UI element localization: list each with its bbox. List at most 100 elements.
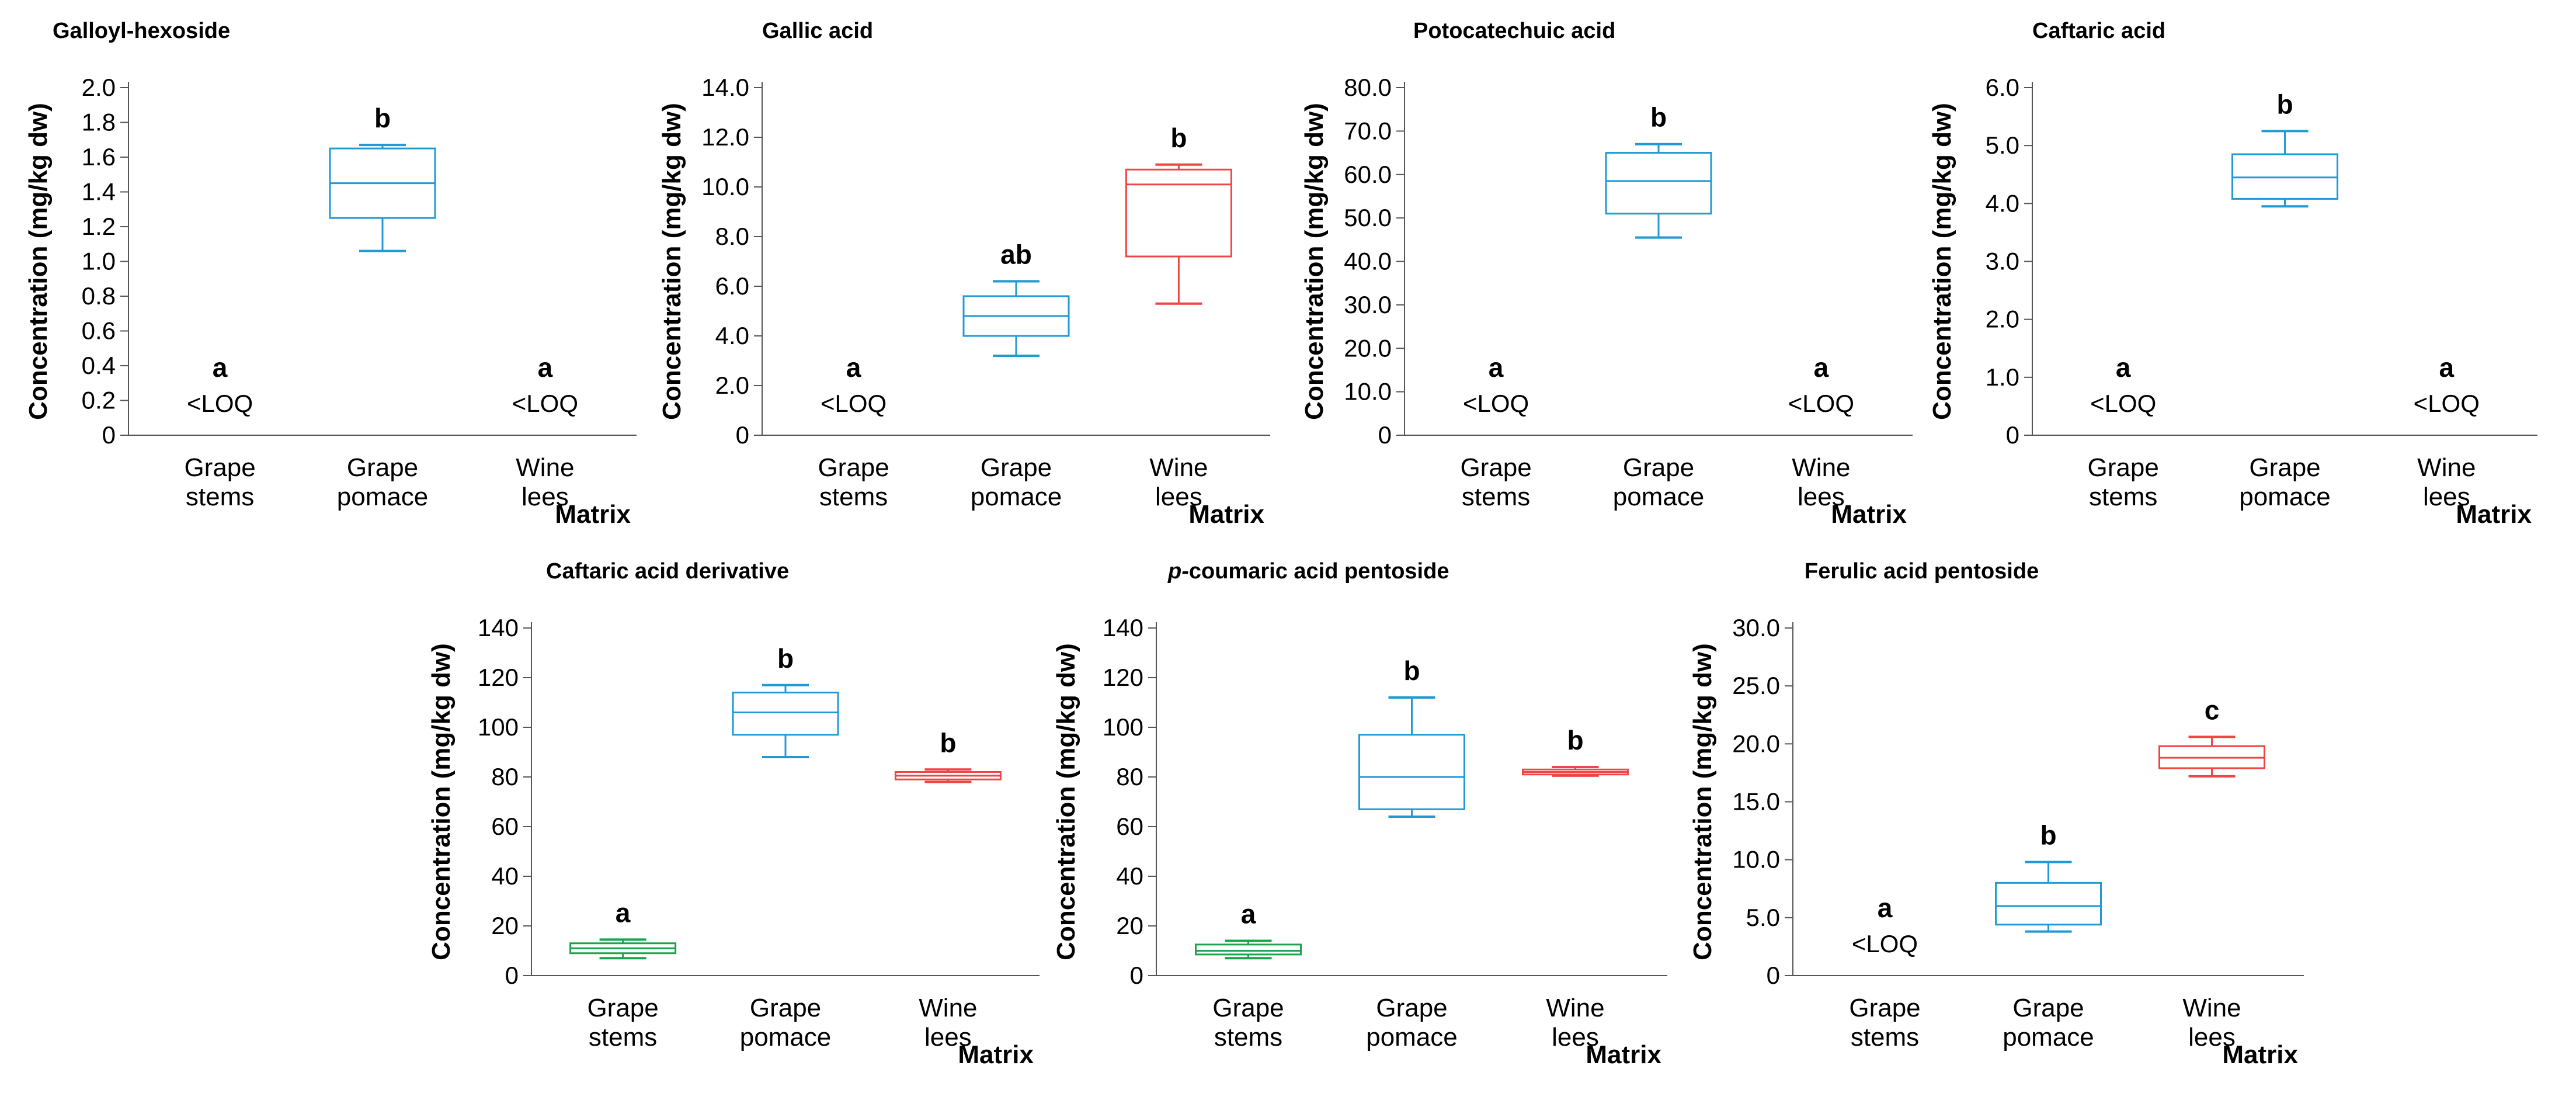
- chart-title: Gallic acid: [762, 19, 873, 43]
- x-category-label-line2: stems: [589, 1023, 657, 1052]
- x-category-label-line2: stems: [186, 483, 254, 511]
- y-axis-title: Concentration (mg/kg dw): [658, 103, 686, 420]
- y-tick-label: 5.0: [1746, 904, 1780, 931]
- y-tick-label: 15.0: [1732, 788, 1780, 816]
- y-tick-label: 80: [1116, 763, 1143, 790]
- y-tick-label: 3.0: [1986, 248, 2019, 275]
- x-category-label-line2: pomace: [740, 1023, 832, 1052]
- y-tick-label: 80.0: [1344, 74, 1392, 101]
- y-tick-label: 2.0: [82, 74, 116, 101]
- significance-letter: b: [777, 643, 794, 674]
- x-category-label-line2: pomace: [971, 483, 1062, 511]
- chart-panel-1: Galloyl-hexoside 0 0.2 0.4 0.6 0.8 1.0 1.2 1.4 1.…: [24, 19, 637, 529]
- chart-title-text: coumaric acid pentoside: [1189, 559, 1449, 584]
- y-tick-label: 0.2: [82, 387, 116, 414]
- chart-title-prefix: p-: [1167, 559, 1189, 584]
- x-category-label-line1: Grape: [1376, 994, 1447, 1022]
- significance-letter: b: [1650, 102, 1667, 133]
- x-category-label-line2: stems: [1462, 483, 1530, 511]
- y-tick-label: 0: [736, 421, 749, 449]
- significance-letter: a: [1814, 352, 1829, 383]
- y-tick-label: 20.0: [1732, 730, 1780, 757]
- y-tick-label: 12.0: [701, 123, 749, 151]
- chart-title-text: Gallic acid: [762, 19, 873, 43]
- significance-letter: a: [616, 897, 631, 928]
- y-tick-label: 10.0: [1344, 378, 1392, 405]
- y-tick-label: 60: [1116, 813, 1143, 840]
- y-tick-label: 1.6: [82, 143, 116, 171]
- x-category-label-line1: Grape: [587, 994, 658, 1022]
- x-category-label-line2: lees: [2423, 483, 2470, 511]
- x-category-label-line1: Wine: [2182, 994, 2241, 1022]
- significance-letter: b: [2276, 89, 2293, 119]
- y-tick-label: 40: [491, 862, 519, 890]
- significance-letter: a: [1878, 893, 1893, 923]
- chart-panel-4: Caftaric acid 0 1.0 2.0 3.0 4.0 5.0 6.0 Concentr…: [1928, 19, 2537, 529]
- x-category-label-line1: Grape: [347, 453, 418, 482]
- box-iqr: [1605, 152, 1712, 215]
- x-category-label-line2: lees: [522, 483, 569, 511]
- y-tick-label: 40.0: [1344, 248, 1392, 275]
- x-axis-title: Matrix: [2222, 1040, 2298, 1069]
- chart-title: Caftaric acid derivative: [546, 559, 789, 584]
- y-tick-label: 20.0: [1344, 334, 1392, 362]
- chart-title-text: Caftaric acid derivative: [546, 559, 789, 584]
- loq-label: <LOQ: [2414, 390, 2480, 417]
- x-axis-title: Matrix: [555, 500, 631, 529]
- significance-letter: a: [538, 352, 553, 383]
- y-tick-label: 1.2: [82, 213, 116, 240]
- x-category-label-line1: Grape: [1623, 453, 1694, 482]
- significance-letter: b: [2040, 820, 2056, 851]
- y-tick-label: 0: [1378, 421, 1392, 449]
- loq-label: <LOQ: [2090, 390, 2156, 417]
- y-tick-label: 20: [491, 912, 519, 939]
- y-tick-label: 14.0: [701, 74, 749, 101]
- y-tick-label: 80: [491, 763, 519, 790]
- x-category-label-line2: stems: [819, 483, 888, 511]
- y-axis-title: Concentration (mg/kg dw): [1688, 643, 1717, 960]
- y-tick-label: 0.8: [82, 282, 116, 310]
- y-axis-title: Concentration (mg/kg dw): [1300, 103, 1329, 420]
- significance-letter: b: [1170, 123, 1187, 153]
- chart-title-text: Caftaric acid: [2032, 19, 2165, 43]
- y-tick-label: 6.0: [1986, 74, 2019, 101]
- x-category-label-line2: lees: [924, 1023, 972, 1052]
- y-axis-title: Concentration (mg/kg dw): [1052, 643, 1080, 960]
- x-category-label-line2: lees: [1798, 483, 1845, 511]
- chart-title-text: Potocatechuic acid: [1413, 19, 1615, 43]
- y-tick-label: 120: [1103, 664, 1143, 691]
- x-axis-title: Matrix: [2456, 500, 2532, 529]
- x-category-label-line1: Wine: [1546, 994, 1604, 1022]
- y-tick-label: 60: [491, 813, 519, 840]
- loq-label: <LOQ: [187, 390, 253, 417]
- x-category-label-line1: Wine: [1149, 453, 1208, 482]
- y-tick-label: 5.0: [1986, 131, 2019, 159]
- loq-label: <LOQ: [1463, 390, 1529, 417]
- y-tick-label: 100: [478, 713, 519, 741]
- y-tick-label: 4.0: [1986, 189, 2019, 217]
- y-tick-label: 40: [1116, 862, 1143, 890]
- y-tick-label: 0: [505, 962, 519, 989]
- chart-panel-7: Ferulic acid pentoside 0 5.0 10.0 15.0 20.0 25…: [1688, 559, 2304, 1069]
- x-category-label-line1: Wine: [516, 453, 574, 482]
- x-axis-title: Matrix: [958, 1040, 1034, 1069]
- x-category-label-line2: lees: [1155, 483, 1202, 511]
- y-tick-label: 0.4: [82, 352, 116, 379]
- x-category-label-line1: Wine: [2417, 453, 2476, 482]
- y-tick-label: 120: [478, 664, 519, 691]
- significance-letter: c: [2205, 695, 2220, 725]
- chart-panel-3: Potocatechuic acid 0 10.0 20.0 30.0 40.0 50.0 6…: [1300, 19, 1913, 529]
- y-tick-label: 25.0: [1732, 672, 1780, 699]
- x-axis-title: Matrix: [1831, 500, 1907, 529]
- significance-letter: ab: [1000, 240, 1032, 270]
- loq-label: <LOQ: [821, 390, 887, 417]
- loq-label: <LOQ: [1788, 390, 1854, 417]
- y-tick-label: 8.0: [715, 223, 749, 250]
- y-tick-label: 1.8: [82, 109, 116, 136]
- chart-title: Galloyl-hexoside: [53, 19, 230, 43]
- box-iqr: [1125, 168, 1232, 258]
- y-tick-label: 50.0: [1344, 204, 1392, 231]
- y-tick-label: 0: [2006, 421, 2019, 449]
- y-axis-title: Concentration (mg/kg dw): [1928, 103, 1956, 420]
